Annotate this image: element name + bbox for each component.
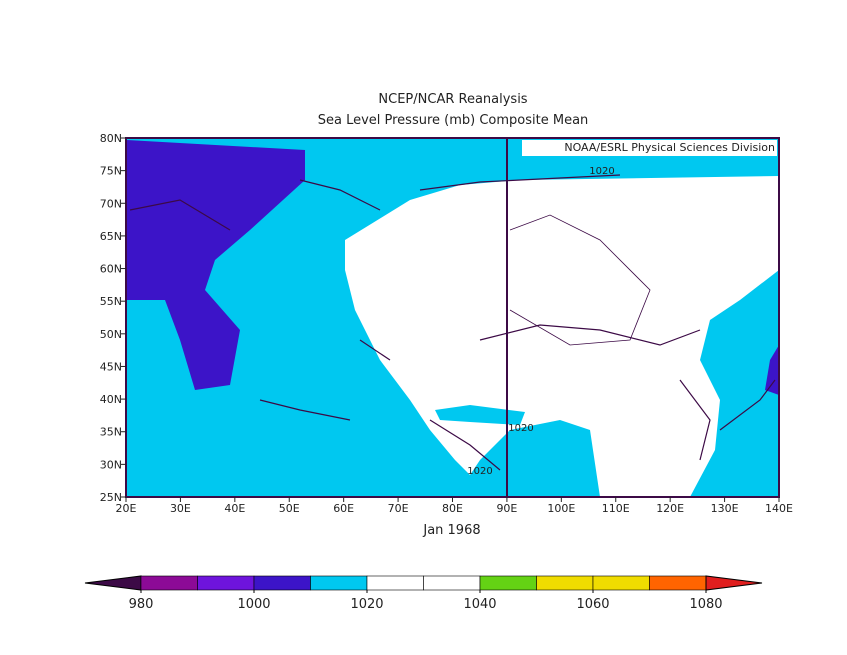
low-region	[126, 140, 305, 390]
x-tick-label: 50E	[279, 502, 300, 515]
colorbar-label: 1020	[350, 597, 383, 612]
colorbar-arrow	[705, 575, 763, 591]
colorbar-box	[592, 575, 650, 591]
cyan-blob	[435, 405, 525, 425]
coastline	[129, 174, 776, 471]
x-tick-label: 60E	[333, 502, 354, 515]
colorbar-box	[197, 575, 255, 591]
y-tick-label: 35N	[100, 426, 122, 439]
y-tick-label: 30N	[100, 458, 122, 471]
map-fill	[125, 137, 780, 498]
colorbar-box	[253, 575, 311, 591]
y-tick-label: 75N	[100, 165, 122, 178]
colorbar-box	[649, 575, 707, 591]
subtitle: Sea Level Pressure (mb) Composite Mean	[318, 113, 589, 128]
contour-label: 1020	[589, 166, 614, 177]
colorbar-label: 1080	[689, 597, 722, 612]
colorbar-box	[366, 575, 424, 591]
x-tick-label: 120E	[656, 502, 684, 515]
credit: NOAA/ESRL Physical Sciences Division	[564, 141, 775, 154]
axes: 20E 30E 40E 50E 60E 70E 80E 90E 100E 110E 120E 130E…	[100, 132, 793, 515]
contour-label: 1020	[467, 466, 492, 477]
colorbar-box	[310, 575, 368, 591]
x-tick-label: 30E	[170, 502, 191, 515]
colorbar-box	[536, 575, 594, 591]
y-tick-label: 25N	[100, 491, 122, 504]
x-tick-label: 40E	[224, 502, 245, 515]
x-tick-label: 70E	[388, 502, 409, 515]
x-tick-label: 140E	[765, 502, 793, 515]
y-tick-label: 65N	[100, 230, 122, 243]
colorbar-arrow	[84, 575, 142, 591]
x-tick-label: 130E	[711, 502, 739, 515]
credit-box	[522, 140, 777, 156]
y-tick-label: 55N	[100, 295, 122, 308]
colorbar-label: 1040	[463, 597, 496, 612]
x-tick-label: 110E	[602, 502, 630, 515]
contour-line	[509, 214, 651, 346]
low-east	[765, 345, 779, 395]
y-tick-label: 60N	[100, 263, 122, 276]
colorbar-box	[140, 575, 198, 591]
y-tick-label: 50N	[100, 328, 122, 341]
colorbar: 980 1000 1020 1040 1060 1080	[84, 575, 763, 612]
title: NCEP/NCAR Reanalysis	[378, 92, 527, 107]
y-tick-label: 70N	[100, 197, 122, 210]
colorbar-box	[479, 575, 537, 591]
x-tick-label: 20E	[116, 502, 137, 515]
y-tick-label: 80N	[100, 132, 122, 145]
x-tick-label: 80E	[442, 502, 463, 515]
x-tick-label: 100E	[547, 502, 575, 515]
colorbar-label: 980	[129, 597, 154, 612]
colorbar-label: 1000	[237, 597, 270, 612]
x-tick-label: 90E	[496, 502, 517, 515]
colorbar-box	[423, 575, 481, 591]
colorbar-label: 1060	[576, 597, 609, 612]
y-tick-label: 45N	[100, 360, 122, 373]
date-label: Jan 1968	[422, 523, 480, 538]
y-tick-label: 40N	[100, 393, 122, 406]
contour-label: 1020	[508, 423, 533, 434]
